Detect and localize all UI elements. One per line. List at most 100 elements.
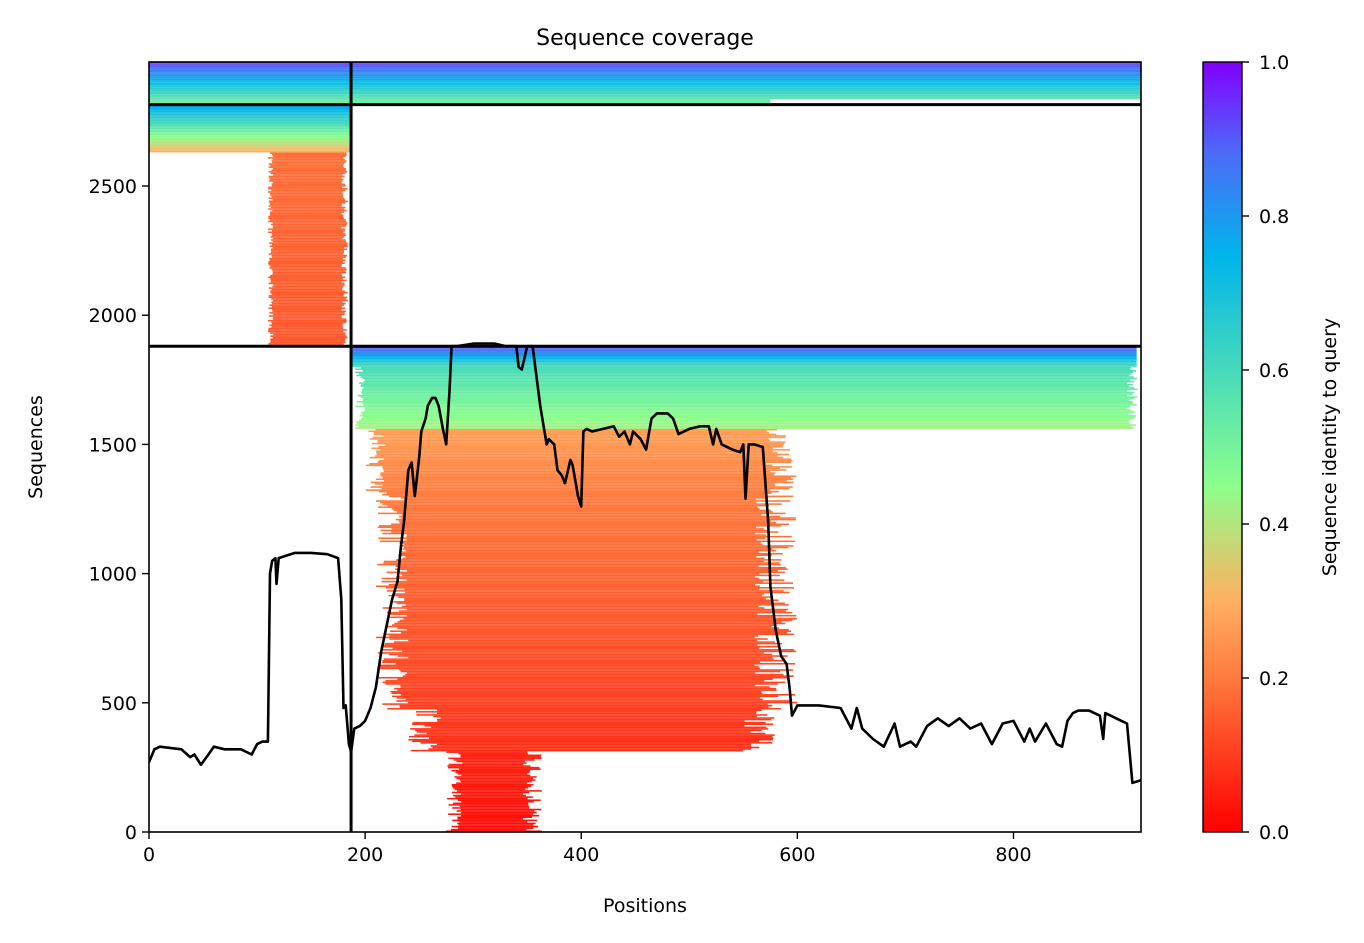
heatmap-band (448, 763, 524, 766)
heatmap-band (149, 80, 1141, 82)
heatmap-band (392, 647, 760, 650)
heatmap-band (149, 135, 350, 137)
heatmap-band (383, 633, 795, 636)
heatmap-band (395, 663, 796, 665)
heatmap-band (385, 683, 778, 685)
heatmap-band (397, 655, 788, 657)
heatmap-band (402, 675, 794, 677)
heatmap-band (272, 198, 345, 201)
heatmap-band (461, 774, 531, 777)
heatmap-band (391, 507, 760, 510)
heatmap-band (270, 152, 347, 154)
heatmap-band (268, 307, 346, 310)
colorbar-tick-label: 1.0 (1259, 52, 1289, 74)
heatmap-band (149, 112, 350, 114)
heatmap-band (384, 560, 764, 563)
heatmap-band (149, 74, 1141, 77)
heatmap-band (269, 178, 344, 181)
heatmap-band (270, 239, 346, 241)
heatmap-band (436, 743, 751, 746)
heatmap-band (149, 93, 1141, 95)
heatmap-band (416, 714, 767, 716)
coverage-heatmap (149, 62, 1141, 832)
heatmap-band (378, 525, 782, 527)
heatmap-band (372, 436, 786, 439)
heatmap-band (426, 732, 766, 735)
heatmap-band (272, 167, 346, 170)
heatmap-band (360, 396, 1138, 398)
x-axis-ticks: 0 200 400 600 800 (143, 832, 1032, 866)
heatmap-band (398, 515, 781, 518)
heatmap-band (149, 118, 350, 120)
heatmap-band (363, 387, 1135, 389)
heatmap-band (149, 147, 350, 150)
heatmap-band (269, 257, 343, 260)
heatmap-band (402, 574, 780, 577)
heatmap-band (408, 738, 773, 741)
colorbar-tick-label: 0.8 (1259, 206, 1289, 228)
heatmap-band (382, 681, 786, 684)
heatmap-band (268, 220, 347, 223)
heatmap-band (357, 394, 1128, 397)
colorbar-tick-label: 0.0 (1259, 822, 1289, 844)
heatmap-band (388, 653, 773, 656)
heatmap-band (149, 126, 350, 128)
x-tick-label: 400 (563, 844, 599, 866)
heatmap-band (149, 116, 350, 119)
x-tick-label: 0 (143, 844, 155, 866)
colorbar-tick-label: 0.4 (1259, 514, 1289, 536)
heatmap-band (362, 377, 1138, 380)
heatmap-band (149, 113, 350, 116)
heatmap-band (272, 309, 342, 311)
heatmap-band (149, 109, 350, 111)
heatmap-band (402, 548, 773, 550)
heatmap-band (149, 119, 350, 122)
heatmap-band (401, 514, 762, 516)
heatmap-band (268, 197, 345, 199)
chart-title: Sequence coverage (536, 26, 754, 51)
heatmap-band (453, 802, 529, 805)
heatmap-band (456, 810, 535, 812)
heatmap-band (456, 760, 525, 763)
heatmap-band (457, 827, 534, 829)
heatmap-band (408, 656, 773, 659)
heatmap-band (387, 504, 770, 507)
heatmap-band (456, 790, 542, 792)
heatmap-band (385, 680, 765, 682)
heatmap-band (452, 785, 531, 788)
heatmap-band (457, 818, 523, 820)
heatmap-band (149, 67, 1141, 69)
heatmap-band (396, 697, 760, 699)
heatmap-band (407, 701, 798, 704)
heatmap-band (393, 641, 775, 643)
heatmap-band (267, 191, 343, 193)
heatmap-band (363, 397, 1135, 400)
heatmap-band (149, 82, 1141, 84)
heatmap-band (268, 175, 345, 178)
heatmap-band (270, 341, 346, 344)
heatmap-band (268, 205, 343, 207)
heatmap-band (268, 282, 345, 285)
heatmap-band (272, 285, 344, 288)
heatmap-band (268, 296, 348, 299)
heatmap-band (405, 673, 784, 676)
heatmap-band (382, 703, 768, 705)
heatmap-band (268, 343, 344, 345)
heatmap-band (149, 144, 350, 147)
heatmap-band (363, 404, 1137, 406)
heatmap-band (375, 478, 794, 481)
heatmap-band (270, 211, 345, 213)
heatmap-band (382, 659, 784, 662)
heatmap-band (404, 599, 779, 601)
heatmap-band (359, 414, 1137, 417)
heatmap-band (398, 582, 793, 584)
heatmap-band (452, 807, 530, 809)
heatmap-band (399, 704, 773, 707)
heatmap-band (447, 766, 540, 769)
heatmap-band (380, 473, 775, 476)
heatmap-band (461, 800, 534, 803)
heatmap-band (387, 611, 793, 614)
heatmap-band (377, 439, 771, 442)
heatmap-band (397, 627, 779, 629)
heatmap-band (149, 102, 771, 104)
